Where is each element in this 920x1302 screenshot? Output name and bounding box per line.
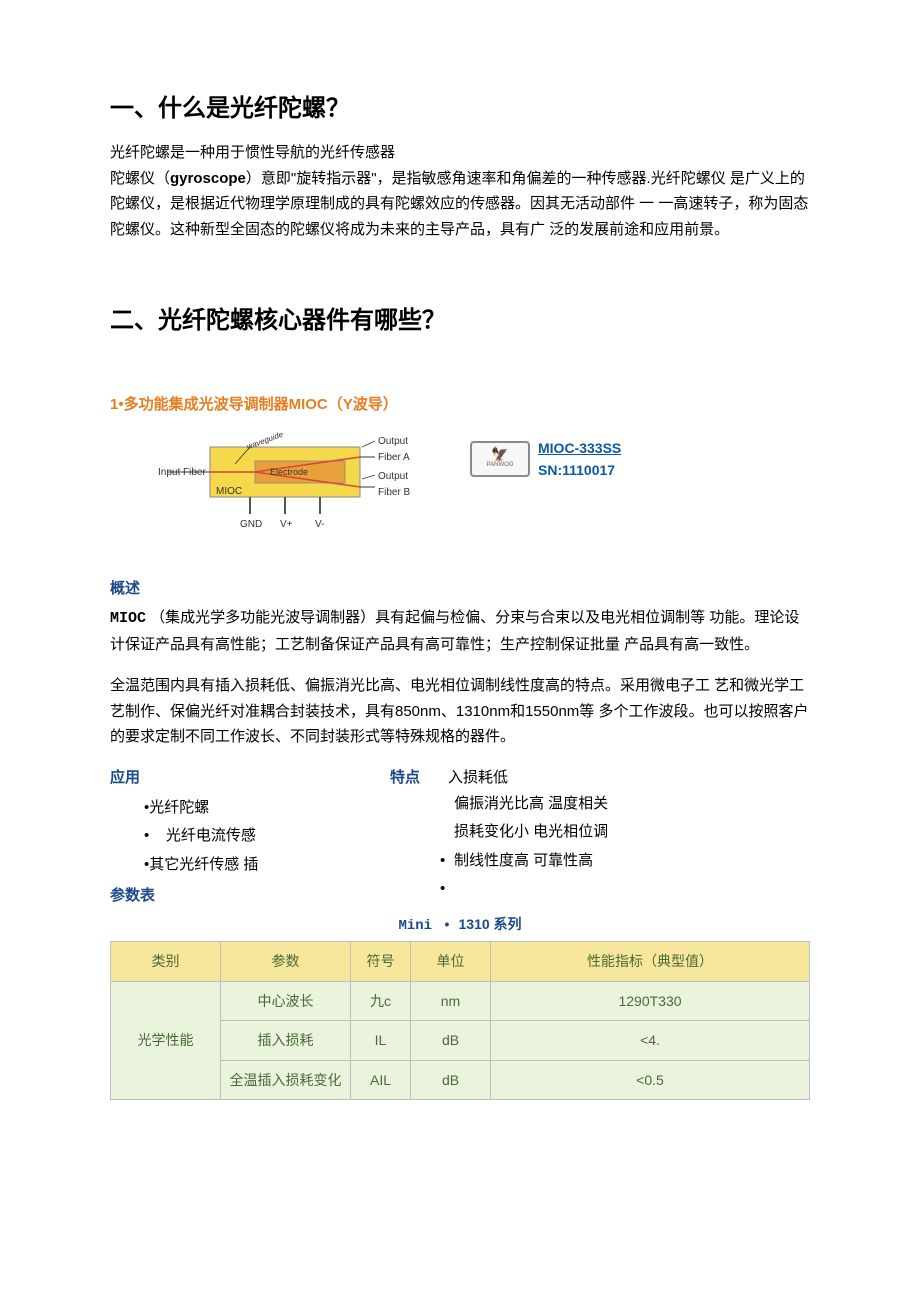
feat-item-2: 损耗变化小 电光相位调 xyxy=(440,818,810,847)
intro-line-2: 陀螺仪（gyroscope）意即"旋转指示器"，是指敏感角速率和角偏差的一种传感… xyxy=(110,166,810,243)
mioc-subheading: 1•多功能集成光波导调制器MIOC（Y波导） xyxy=(110,393,810,417)
td-unit-2: dB xyxy=(411,1060,491,1099)
label-output-b: Output Fiber B xyxy=(378,469,420,501)
badge-model: MIOC-333SS xyxy=(538,437,621,459)
overview-p1: MIOC （集成光学多功能光波导调制器）具有起偏与检偏、分束与合束以及电光相位调… xyxy=(110,605,810,657)
td-unit-1: dB xyxy=(411,1021,491,1060)
series-label: 1310 系列 xyxy=(445,913,522,935)
th-param: 参数 xyxy=(221,942,351,981)
feat-list: 偏振消光比高 温度相关 损耗变化小 电光相位调 制线性度高 可靠性高 xyxy=(440,790,810,904)
td-perf-1: <4. xyxy=(491,1021,810,1060)
mini-series-row: Mini 1310 系列 xyxy=(110,912,810,938)
app-item-0: •光纤陀螺 xyxy=(130,794,390,823)
td-param-0: 中心波长 xyxy=(221,981,351,1020)
td-param-1: 插入损耗 xyxy=(221,1021,351,1060)
td-perf-2: <0.5 xyxy=(491,1060,810,1099)
feat-item-1: 偏振消光比高 温度相关 xyxy=(440,790,810,819)
label-vminus: V- xyxy=(315,517,324,533)
label-mioc: MIOC xyxy=(216,484,242,500)
app-label: 应用 xyxy=(110,766,390,790)
td-sym-1: IL xyxy=(351,1021,411,1060)
table-row: 光学性能 中心波长 九c nm 1290T330 xyxy=(111,981,810,1020)
feat-item-blank xyxy=(440,875,810,904)
badge-brand: PANWOO xyxy=(487,461,514,471)
app-feat-row: 应用 •光纤陀螺 • 光纤电流传感 •其它光纤传感 插 特点 入损耗低 偏振消光… xyxy=(110,766,810,904)
badge-logo: 🦅 PANWOO xyxy=(470,441,530,477)
td-sym-0: 九c xyxy=(351,981,411,1020)
th-cat: 类别 xyxy=(111,942,221,981)
intro-paragraph: 光纤陀螺是一种用于惯性导航的光纤传感器 陀螺仪（gyroscope）意即"旋转指… xyxy=(110,140,810,242)
td-unit-0: nm xyxy=(411,981,491,1020)
th-perf: 性能指标（典型值） xyxy=(491,942,810,981)
td-perf-0: 1290T330 xyxy=(491,981,810,1020)
label-electrode: Electrode xyxy=(270,465,308,479)
td-cat-optical: 光学性能 xyxy=(111,981,221,1099)
overview-p2: 全温范围内具有插入损耗低、偏振消光比高、电光相位调制线性度高的特点。采用微电子工… xyxy=(110,673,810,750)
td-param-2: 全温插入损耗变化 xyxy=(221,1060,351,1099)
section-2-heading: 二、光纤陀螺核心器件有哪些？ xyxy=(110,302,810,340)
table-header-row: 类别 参数 符号 单位 性能指标（典型值） xyxy=(111,942,810,981)
mioc-diagram: Input Fiber Output Fiber A Output Fiber … xyxy=(160,429,420,558)
eagle-icon: 🦅 xyxy=(491,447,508,461)
label-gnd: GND xyxy=(240,517,262,533)
td-sym-2: AIL xyxy=(351,1060,411,1099)
mini-label: Mini xyxy=(398,915,432,937)
th-sym: 符号 xyxy=(351,942,411,981)
app-item-1: • 光纤电流传感 xyxy=(130,822,390,851)
label-vplus: V+ xyxy=(280,517,293,533)
section-1-heading: 一、什么是光纤陀螺？ xyxy=(110,90,810,128)
badge-sn: SN:1110017 xyxy=(538,459,621,481)
feat-label: 特点 xyxy=(390,766,440,790)
overview-label: 概述 xyxy=(110,577,810,601)
feat-item-3: 制线性度高 可靠性高 xyxy=(440,847,810,876)
diagram-row: Input Fiber Output Fiber A Output Fiber … xyxy=(160,429,810,558)
label-output-a: Output Fiber A xyxy=(378,434,420,466)
feat-item-0: 入损耗低 xyxy=(440,766,508,790)
app-list: •光纤陀螺 • 光纤电流传感 •其它光纤传感 插 xyxy=(130,794,390,880)
label-input-fiber: Input Fiber xyxy=(158,465,206,481)
param-table: 类别 参数 符号 单位 性能指标（典型值） 光学性能 中心波长 九c nm 12… xyxy=(110,941,810,1100)
intro-line-1: 光纤陀螺是一种用于惯性导航的光纤传感器 xyxy=(110,140,810,166)
product-badge: 🦅 PANWOO MIOC-333SS SN:1110017 xyxy=(470,437,621,482)
th-unit: 单位 xyxy=(411,942,491,981)
app-item-2: •其它光纤传感 插 xyxy=(130,851,390,880)
